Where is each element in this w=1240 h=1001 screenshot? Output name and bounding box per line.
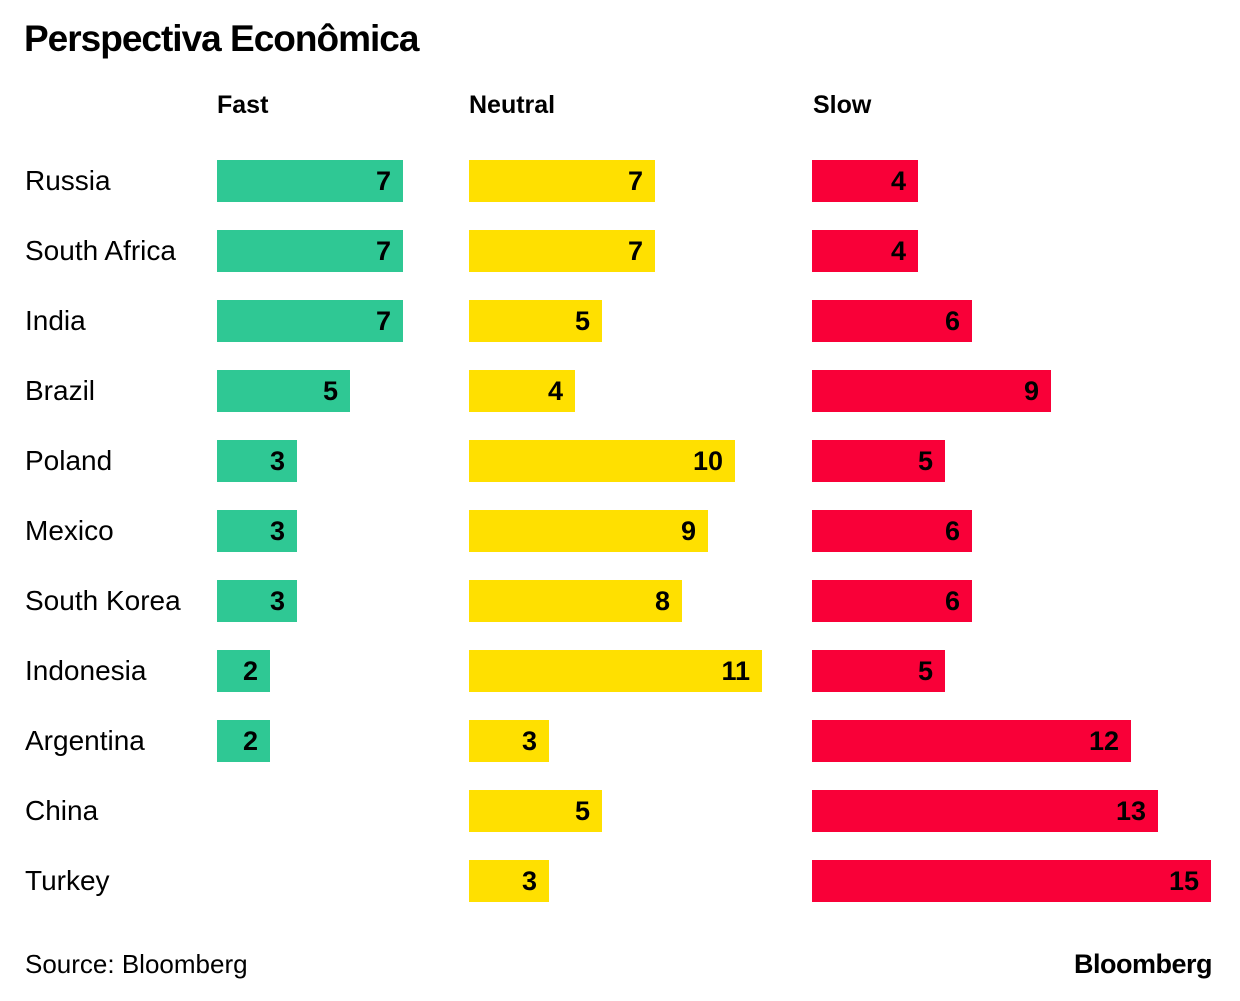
chart-title: Perspectiva Econômica [24, 18, 419, 59]
bar-slow: 9 [812, 370, 1051, 412]
bar-value-label: 8 [654, 586, 670, 616]
chart-row: Poland 3 10 5 [0, 440, 1240, 510]
bar-slow: 5 [812, 650, 945, 692]
bar-value-label: 4 [547, 376, 563, 406]
bar-neutral: 5 [469, 300, 602, 342]
bar-fast: 2 [217, 650, 270, 692]
bar-value-label: 9 [680, 516, 696, 546]
bar-slow: 6 [812, 580, 972, 622]
bar-value-label: 2 [242, 656, 258, 686]
chart-footer: Source: Bloomberg Bloomberg [0, 948, 1240, 988]
bar-slow: 5 [812, 440, 945, 482]
bar-neutral: 8 [469, 580, 682, 622]
bar-value-label: 5 [574, 796, 590, 826]
bar-neutral: 5 [469, 790, 602, 832]
bar-neutral: 7 [469, 230, 655, 272]
bar-value-label: 2 [242, 726, 258, 756]
bar-value-label: 7 [627, 166, 643, 196]
bar-fast: 3 [217, 580, 297, 622]
bar-slow: 13 [812, 790, 1158, 832]
bar-value-label: 15 [1168, 866, 1199, 896]
chart-row: South Africa 7 7 4 [0, 230, 1240, 300]
bar-value-label: 3 [521, 866, 537, 896]
bar-neutral: 10 [469, 440, 735, 482]
country-label: Poland [25, 445, 113, 476]
bar-slow: 4 [812, 160, 918, 202]
chart-row: Mexico 3 9 6 [0, 510, 1240, 580]
bloomberg-logo: Bloomberg [1073, 949, 1213, 979]
bar-value-label: 10 [692, 446, 723, 476]
chart-row: Indonesia 2 11 5 [0, 650, 1240, 720]
bar-neutral: 3 [469, 720, 549, 762]
column-header-neutral: Neutral [469, 91, 556, 119]
bar-fast: 2 [217, 720, 270, 762]
bar-fast: 5 [217, 370, 350, 412]
bar-slow: 4 [812, 230, 918, 272]
bar-value-label: 6 [944, 306, 960, 336]
bar-fast: 7 [217, 300, 403, 342]
country-label: Indonesia [25, 655, 147, 686]
chart-row: Brazil 5 4 9 [0, 370, 1240, 440]
bar-neutral: 4 [469, 370, 575, 412]
bar-neutral: 7 [469, 160, 655, 202]
bar-fast: 3 [217, 440, 297, 482]
bar-slow: 6 [812, 300, 972, 342]
bar-value-label: 3 [269, 586, 285, 616]
country-label: Argentina [25, 725, 145, 756]
bar-value-label: 13 [1115, 796, 1146, 826]
bar-value-label: 6 [944, 516, 960, 546]
bar-value-label: 4 [890, 236, 906, 266]
column-header-fast: Fast [217, 91, 269, 119]
bar-value-label: 11 [721, 656, 750, 686]
bar-value-label: 12 [1088, 726, 1119, 756]
bar-neutral: 11 [469, 650, 762, 692]
bar-value-label: 6 [944, 586, 960, 616]
country-label: South Korea [25, 585, 181, 616]
bar-fast: 7 [217, 230, 403, 272]
chart-row: South Korea 3 8 6 [0, 580, 1240, 650]
bar-slow: 15 [812, 860, 1211, 902]
bar-value-label: 3 [269, 516, 285, 546]
bar-value-label: 3 [269, 446, 285, 476]
bar-value-label: 7 [375, 236, 391, 266]
chart-row: Russia 7 7 4 [0, 160, 1240, 230]
bar-value-label: 7 [375, 166, 391, 196]
bar-value-label: 5 [917, 656, 933, 686]
bar-fast: 3 [217, 510, 297, 552]
bar-value-label: 5 [322, 376, 338, 406]
chart-row: Turkey 3 15 [0, 860, 1240, 930]
source-note: Source: Bloomberg [25, 949, 248, 979]
bar-value-label: 9 [1023, 376, 1039, 406]
bar-neutral: 9 [469, 510, 708, 552]
bar-slow: 12 [812, 720, 1131, 762]
country-label: Brazil [25, 375, 96, 406]
bar-value-label: 5 [917, 446, 933, 476]
country-label: Turkey [25, 865, 110, 896]
column-header-slow: Slow [813, 91, 872, 119]
chart-row: Argentina 2 3 12 [0, 720, 1240, 790]
bar-neutral: 3 [469, 860, 549, 902]
bar-slow: 6 [812, 510, 972, 552]
country-label: South Africa [25, 235, 176, 266]
bar-value-label: 5 [574, 306, 590, 336]
country-label: India [25, 305, 86, 336]
bar-value-label: 7 [375, 306, 391, 336]
bar-value-label: 7 [627, 236, 643, 266]
bar-value-label: 3 [521, 726, 537, 756]
country-label: Mexico [25, 515, 114, 546]
chart-row: India 7 5 6 [0, 300, 1240, 370]
chart-rows: Russia 7 7 4 South Africa 7 7 4 India 7 5 6 Brazil 5 4… [0, 160, 1240, 930]
bar-value-label: 4 [890, 166, 906, 196]
bar-fast: 7 [217, 160, 403, 202]
country-label: Russia [25, 165, 111, 196]
chart-row: China 5 13 [0, 790, 1240, 860]
country-label: China [25, 795, 99, 826]
